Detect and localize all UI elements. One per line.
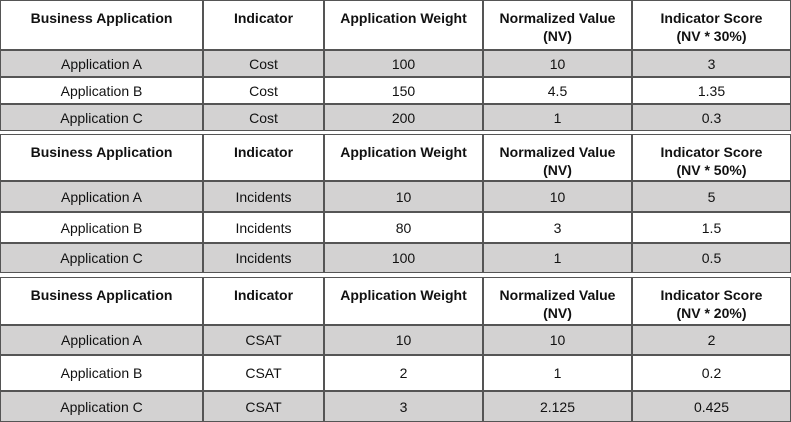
header-cell: Normalized Value (NV) [483, 277, 632, 325]
table-cell: 80 [324, 212, 483, 243]
table-cell: 10 [483, 50, 632, 77]
header-cell: Normalized Value (NV) [483, 134, 632, 181]
table-cell: 2 [324, 355, 483, 391]
table-cell: 1.35 [632, 77, 791, 104]
table-cell: 10 [483, 181, 632, 212]
table-cell: Incidents [203, 212, 324, 243]
table-cell: Application C [0, 243, 203, 273]
header-cell: Indicator [203, 277, 324, 325]
table-cell: 2.125 [483, 391, 632, 422]
header-cell: Indicator Score (NV * 50%) [632, 134, 791, 181]
table-cell: Incidents [203, 243, 324, 273]
table-cell: Application A [0, 50, 203, 77]
table-cell: 3 [483, 212, 632, 243]
header-cell: Normalized Value (NV) [483, 0, 632, 50]
table-cell: 10 [324, 325, 483, 355]
header-cell: Application Weight [324, 0, 483, 50]
table-cell: Cost [203, 104, 324, 131]
table-cell: CSAT [203, 325, 324, 355]
table-cell: 10 [324, 181, 483, 212]
table-cell: 0.5 [632, 243, 791, 273]
table-cell: Application B [0, 355, 203, 391]
table-cell: 3 [632, 50, 791, 77]
table-cell: 3 [324, 391, 483, 422]
table-cell: 1 [483, 243, 632, 273]
header-cell: Indicator Score (NV * 30%) [632, 0, 791, 50]
table-cell: Application B [0, 212, 203, 243]
table-cell: 100 [324, 50, 483, 77]
table-cell: Application A [0, 181, 203, 212]
header-cell: Indicator Score (NV * 20%) [632, 277, 791, 325]
table-cell: CSAT [203, 391, 324, 422]
table-cell: CSAT [203, 355, 324, 391]
table-cell: 100 [324, 243, 483, 273]
header-cell: Business Application [0, 134, 203, 181]
header-cell: Business Application [0, 0, 203, 50]
header-cell: Application Weight [324, 277, 483, 325]
table-cell: 200 [324, 104, 483, 131]
table-cell: Incidents [203, 181, 324, 212]
table-cell: Application C [0, 104, 203, 131]
table-cell: 0.3 [632, 104, 791, 131]
table-cell: 1 [483, 104, 632, 131]
table-cell: 10 [483, 325, 632, 355]
header-cell: Indicator [203, 134, 324, 181]
table-cell: 4.5 [483, 77, 632, 104]
table-cell: 150 [324, 77, 483, 104]
table-cell: 1.5 [632, 212, 791, 243]
table-cell: 0.425 [632, 391, 791, 422]
table-cell: 5 [632, 181, 791, 212]
table-cell: Cost [203, 77, 324, 104]
header-cell: Indicator [203, 0, 324, 50]
table-cell: 2 [632, 325, 791, 355]
table-cell: Application B [0, 77, 203, 104]
table-cell: 0.2 [632, 355, 791, 391]
header-cell: Application Weight [324, 134, 483, 181]
table-cell: Application C [0, 391, 203, 422]
table-cell: 1 [483, 355, 632, 391]
table-cell: Application A [0, 325, 203, 355]
header-cell: Business Application [0, 277, 203, 325]
table-cell: Cost [203, 50, 324, 77]
